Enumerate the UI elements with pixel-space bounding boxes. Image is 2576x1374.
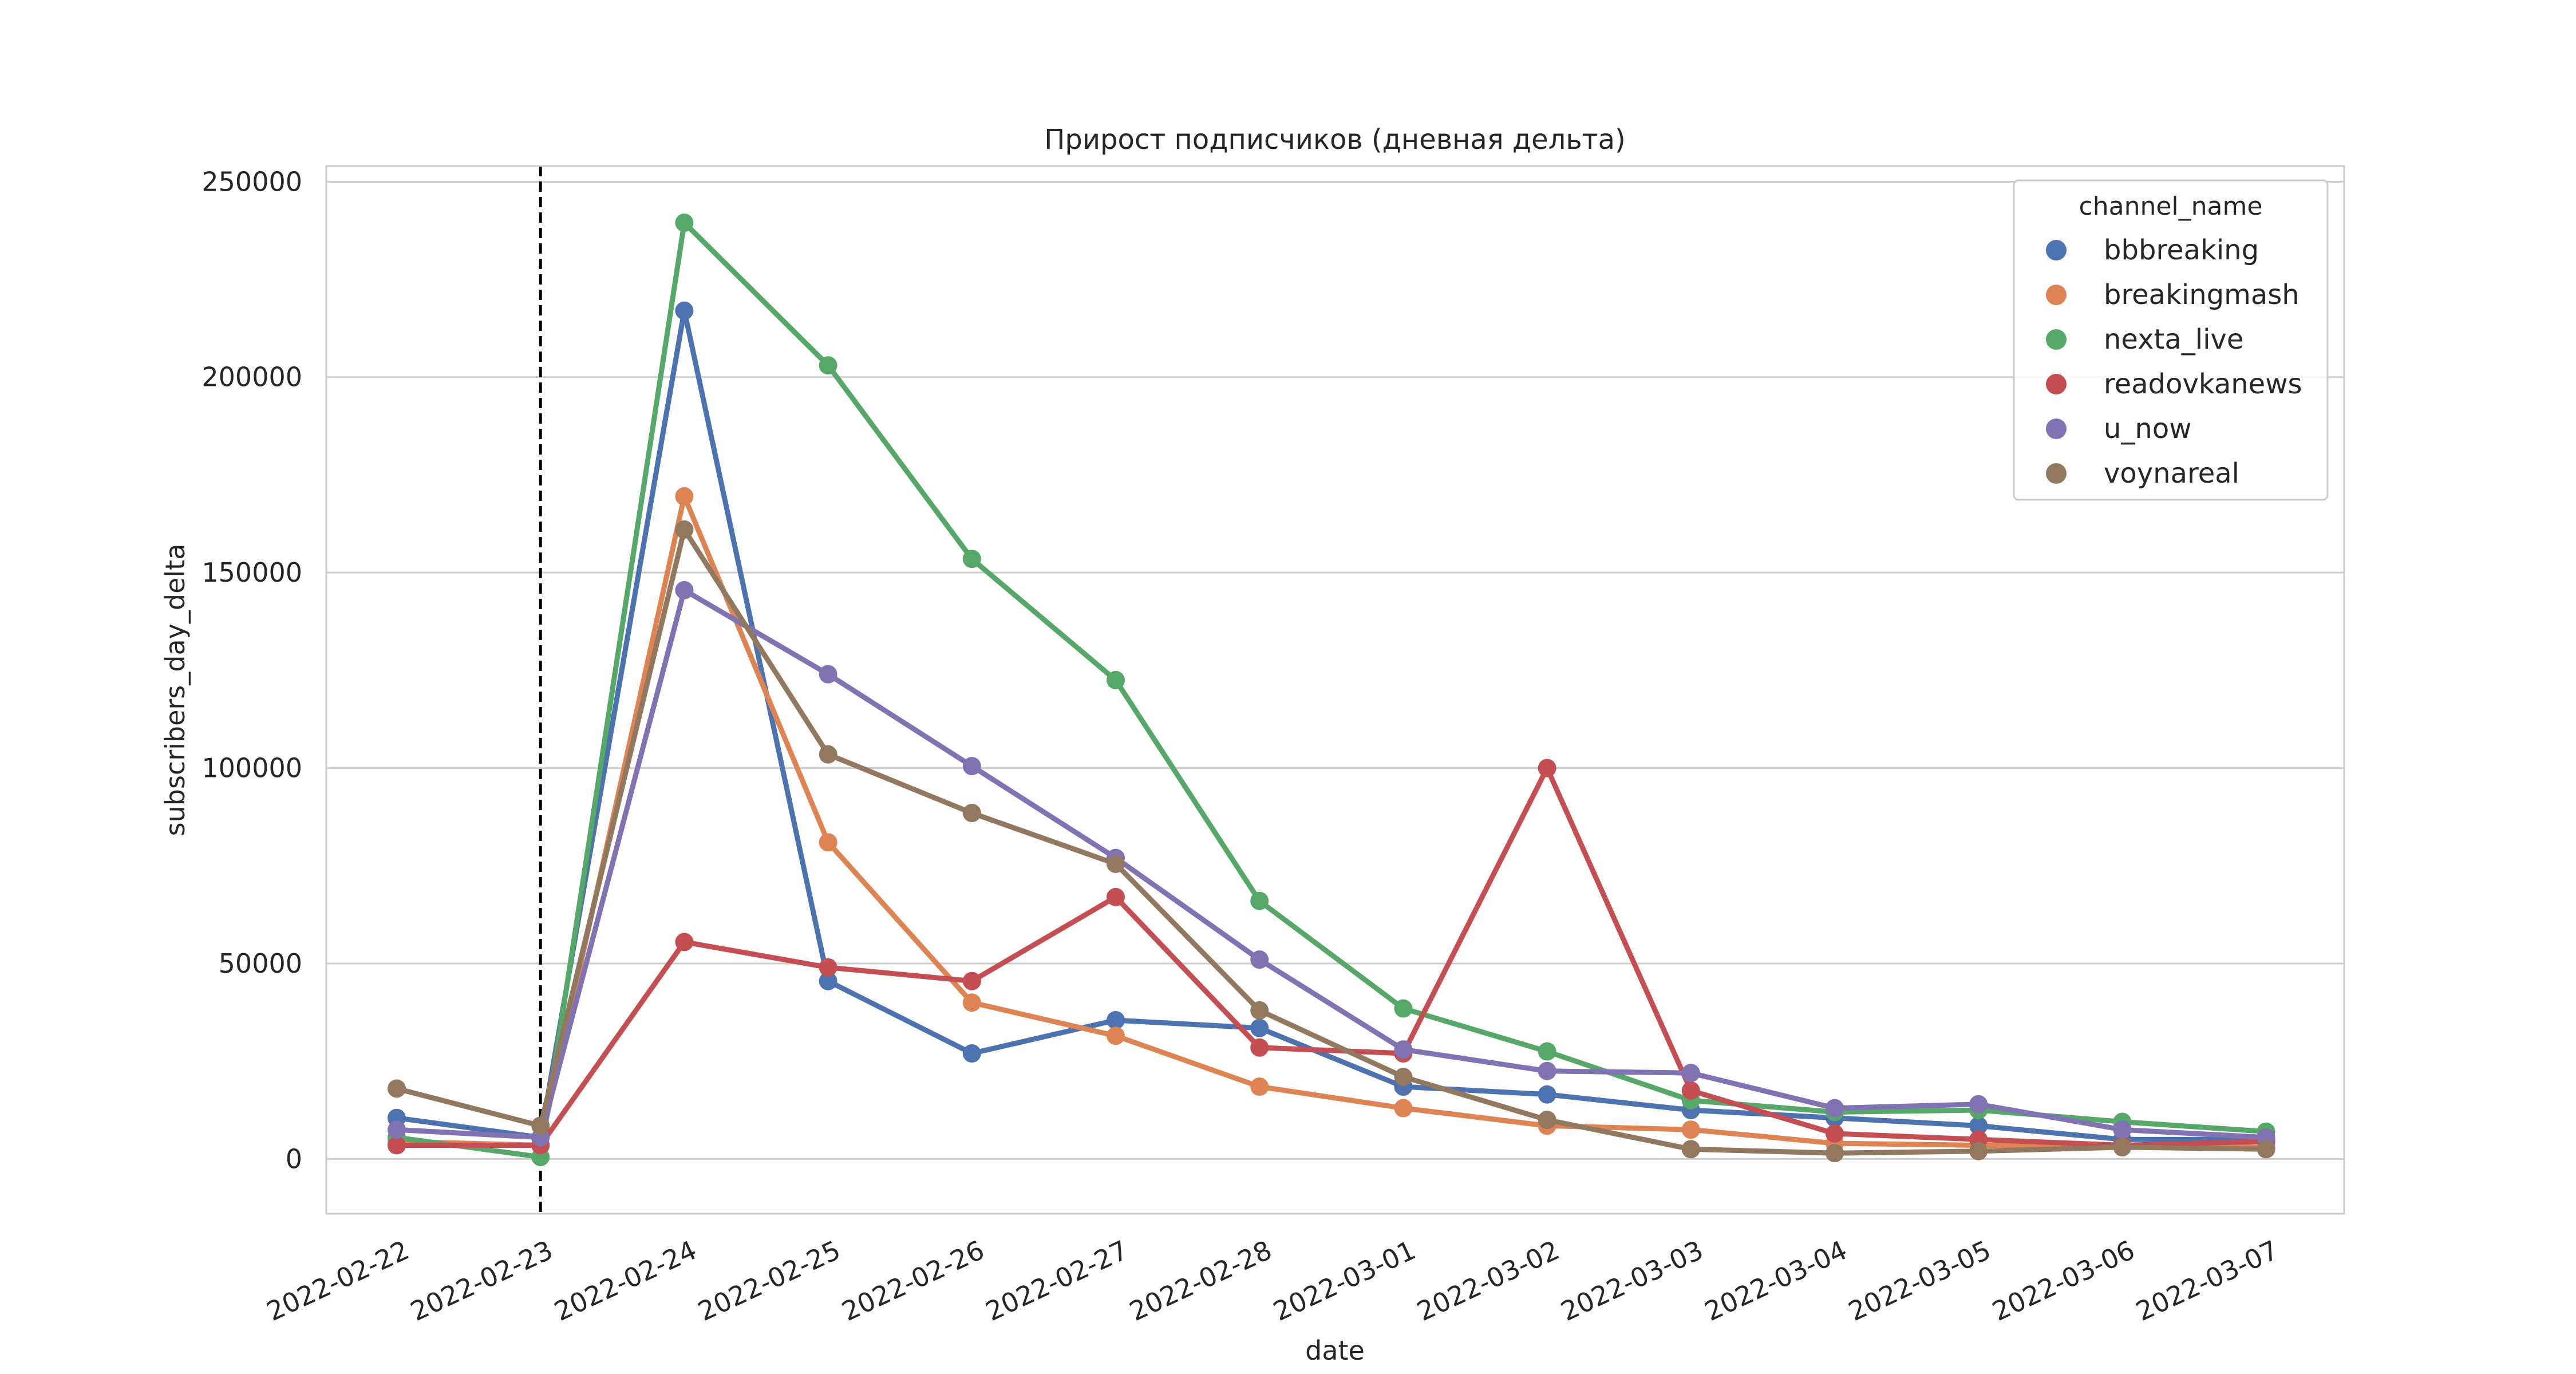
data-point [2257, 1140, 2275, 1159]
legend-marker-bbbreaking [2046, 240, 2067, 260]
data-point [1969, 1095, 1988, 1114]
data-point [1250, 950, 1269, 969]
legend-label: voynareal [2104, 457, 2239, 489]
y-axis-ticks: 0 50000 100000 150000 200000 250000 [202, 166, 302, 1174]
legend-marker-breakingmash [2046, 285, 2067, 305]
data-point [1250, 1038, 1269, 1057]
series-line-u_now [394, 587, 2269, 1140]
chart-title: Прирост подписчиков (дневная дельта) [1044, 124, 1625, 156]
data-point [962, 804, 981, 823]
data-point [675, 933, 694, 951]
data-point [388, 1136, 406, 1155]
legend-label: readovkanews [2104, 368, 2302, 400]
data-point [1394, 1040, 1413, 1059]
data-point [962, 993, 981, 1012]
legend-label: u_now [2104, 413, 2191, 445]
data-point [2113, 1138, 2132, 1156]
legend-label: breakingmash [2104, 279, 2300, 311]
legend-items: bbbreaking breakingmash nexta_live readovka… [2046, 234, 2302, 489]
series-line-bbbreaking [394, 308, 2269, 1142]
data-point [1681, 1064, 1700, 1083]
y-tick-label: 0 [286, 1143, 302, 1174]
data-point [1538, 759, 1556, 777]
x-axis-label: date [1305, 1335, 1365, 1366]
data-point [1107, 854, 1125, 873]
data-point [675, 214, 694, 232]
data-point [962, 1044, 981, 1063]
data-point [1969, 1116, 1988, 1135]
data-point [962, 550, 981, 568]
data-point [819, 972, 837, 990]
legend-title: channel_name [2079, 192, 2263, 221]
data-point [819, 958, 837, 977]
legend-marker-u_now [2046, 418, 2067, 439]
data-point [531, 1116, 550, 1135]
data-point [1107, 1010, 1125, 1029]
data-point [1250, 1018, 1269, 1037]
data-point [675, 520, 694, 539]
legend-marker-nexta_live [2046, 329, 2067, 350]
y-tick-label: 50000 [219, 948, 302, 979]
data-point [1107, 1026, 1125, 1045]
data-point [1538, 1042, 1556, 1061]
series-voynareal [388, 520, 2275, 1163]
data-point [819, 833, 837, 852]
data-point [819, 745, 837, 764]
legend-marker-readovkanews [2046, 374, 2067, 394]
data-point [1681, 1081, 1700, 1100]
data-point [388, 1120, 406, 1139]
data-point [1681, 1140, 1700, 1159]
y-tick-label: 100000 [202, 753, 302, 784]
data-point [1250, 891, 1269, 910]
data-point [1394, 999, 1413, 1018]
series-line-readovkanews [394, 765, 2269, 1148]
series [388, 214, 2275, 1166]
data-point [1826, 1144, 1844, 1163]
data-point [1826, 1124, 1844, 1143]
data-point [1394, 1068, 1413, 1087]
data-point [1538, 1111, 1556, 1130]
plot-frame [325, 165, 2345, 1215]
data-point [962, 972, 981, 990]
data-point [2113, 1120, 2132, 1139]
data-point [675, 301, 694, 320]
data-point [1969, 1142, 1988, 1160]
data-point [675, 487, 694, 506]
data-point [675, 581, 694, 599]
y-tick-label: 250000 [202, 166, 302, 197]
legend-label: nexta_live [2104, 323, 2243, 356]
data-point [388, 1079, 406, 1098]
data-point [1681, 1120, 1700, 1139]
data-point [819, 665, 837, 684]
y-tick-label: 150000 [202, 557, 302, 588]
data-point [1250, 1077, 1269, 1096]
data-point [1394, 1099, 1413, 1118]
legend: channel_name bbbreaking breakingmash nexta… [2013, 179, 2329, 501]
data-point [1107, 887, 1125, 906]
series-line-voynareal [394, 527, 2269, 1156]
data-point [1107, 670, 1125, 689]
data-point [1826, 1099, 1844, 1118]
data-point [1538, 1061, 1556, 1080]
y-tick-label: 200000 [202, 362, 302, 393]
series-line-nexta_live [394, 220, 2269, 1160]
data-point [962, 757, 981, 776]
data-point [1538, 1085, 1556, 1104]
legend-label: bbbreaking [2104, 234, 2259, 266]
y-axis-label: subscribers_day_delta [160, 544, 191, 836]
legend-marker-voynareal [2046, 463, 2067, 484]
grid [326, 180, 2344, 1160]
data-point [819, 356, 837, 375]
data-point [1250, 1001, 1269, 1020]
legend-box [2013, 179, 2329, 501]
series-line-breakingmash [394, 493, 2269, 1150]
